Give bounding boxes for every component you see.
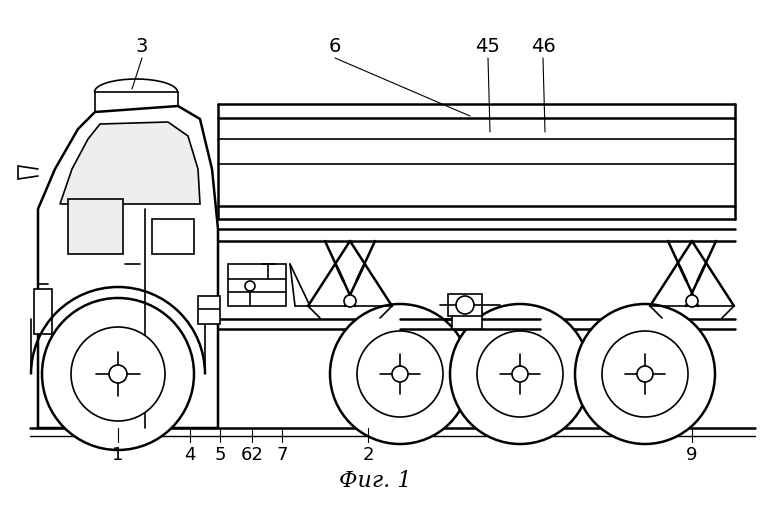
Circle shape [686, 295, 698, 307]
Circle shape [392, 366, 408, 382]
Circle shape [245, 281, 255, 291]
Circle shape [512, 366, 528, 382]
Text: 45: 45 [476, 37, 501, 56]
Circle shape [71, 327, 165, 421]
Text: 5: 5 [215, 446, 225, 464]
Text: 6: 6 [329, 37, 341, 56]
Bar [34, 289, 52, 334]
Circle shape [42, 298, 194, 450]
Text: 3: 3 [136, 37, 148, 56]
Text: 7: 7 [276, 446, 288, 464]
Circle shape [637, 366, 653, 382]
Text: Фиг. 1: Фиг. 1 [339, 470, 411, 492]
Bar [68, 199, 123, 254]
Bar [228, 264, 286, 306]
Circle shape [357, 331, 443, 417]
Circle shape [109, 365, 127, 383]
Circle shape [575, 304, 715, 444]
Text: 9: 9 [686, 446, 698, 464]
Circle shape [456, 296, 474, 314]
Bar [452, 311, 482, 329]
Circle shape [344, 295, 356, 307]
Circle shape [477, 331, 563, 417]
Bar [152, 219, 194, 254]
Polygon shape [60, 122, 200, 204]
Bar [448, 294, 482, 316]
Circle shape [330, 304, 470, 444]
Circle shape [450, 304, 590, 444]
Text: 1: 1 [112, 446, 124, 464]
Text: 62: 62 [240, 446, 264, 464]
Text: 2: 2 [362, 446, 374, 464]
Bar [198, 296, 220, 324]
Circle shape [602, 331, 688, 417]
Polygon shape [38, 106, 218, 428]
Text: 46: 46 [530, 37, 555, 56]
Text: 4: 4 [184, 446, 196, 464]
